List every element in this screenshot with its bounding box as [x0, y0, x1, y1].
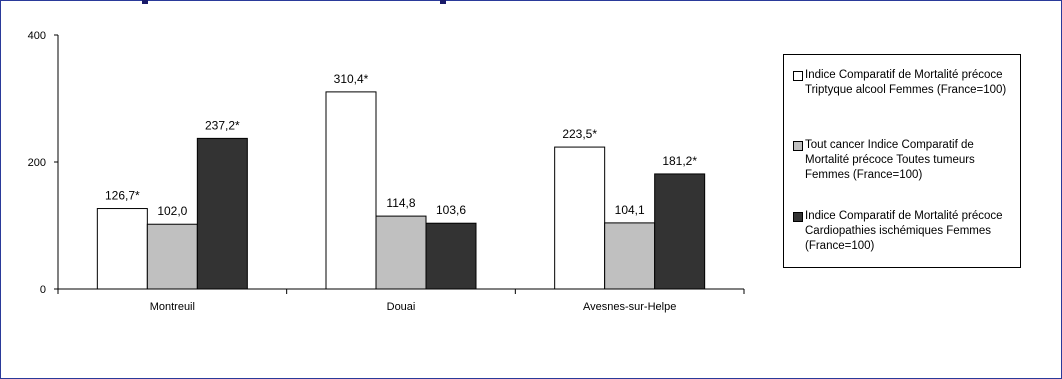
data-labels: 126,7* 102,0 237,2* 310,4* 114,8 103,6 223,5* 1… [105, 72, 697, 218]
y-tick-label: 0 [40, 284, 46, 296]
bar-chart: 0 200 400 Montreuil Douai Avesnes-sur-Helpe 1… [28, 30, 745, 313]
bar-value-label: 126,7* [105, 189, 140, 203]
bar-value-label: 114,8 [386, 196, 415, 210]
bar-value-label: 104,1 [615, 203, 645, 217]
legend-swatch-gray [793, 141, 803, 151]
legend-swatch-white [793, 71, 803, 81]
bars [96, 91, 706, 290]
bar-value-label: 103,6 [436, 203, 466, 217]
x-category-label: Avesnes-sur-Helpe [583, 301, 676, 313]
bar [425, 222, 477, 290]
legend-label: Indice Comparatif de Mortalité précoce C… [805, 210, 1003, 252]
bar-value-label: 237,2* [205, 118, 240, 132]
bar [654, 173, 706, 290]
y-tick-label: 400 [28, 30, 46, 42]
cropped-title-fragment [0, 0, 1062, 8]
bar [604, 222, 656, 290]
bar-value-label: 102,0 [157, 204, 187, 218]
bar [196, 137, 248, 290]
bar [146, 223, 198, 290]
legend-label: Tout cancer Indice Comparatif de Mortali… [805, 139, 975, 181]
chart-legend: Indice Comparatif de Mortalité précoce T… [783, 54, 1021, 268]
bar [325, 91, 377, 290]
y-tick-label: 200 [28, 157, 46, 169]
x-category-label: Douai [387, 301, 416, 313]
bar-value-label: 181,2* [662, 154, 697, 168]
x-category-label: Montreuil [150, 301, 195, 313]
bar-value-label: 310,4* [334, 72, 369, 86]
bar [96, 208, 148, 290]
bar [375, 215, 427, 290]
bar [554, 146, 606, 290]
legend-label: Indice Comparatif de Mortalité précoce T… [805, 69, 1007, 96]
legend-swatch-dark [793, 212, 803, 222]
bar-value-label: 223,5* [562, 127, 597, 141]
